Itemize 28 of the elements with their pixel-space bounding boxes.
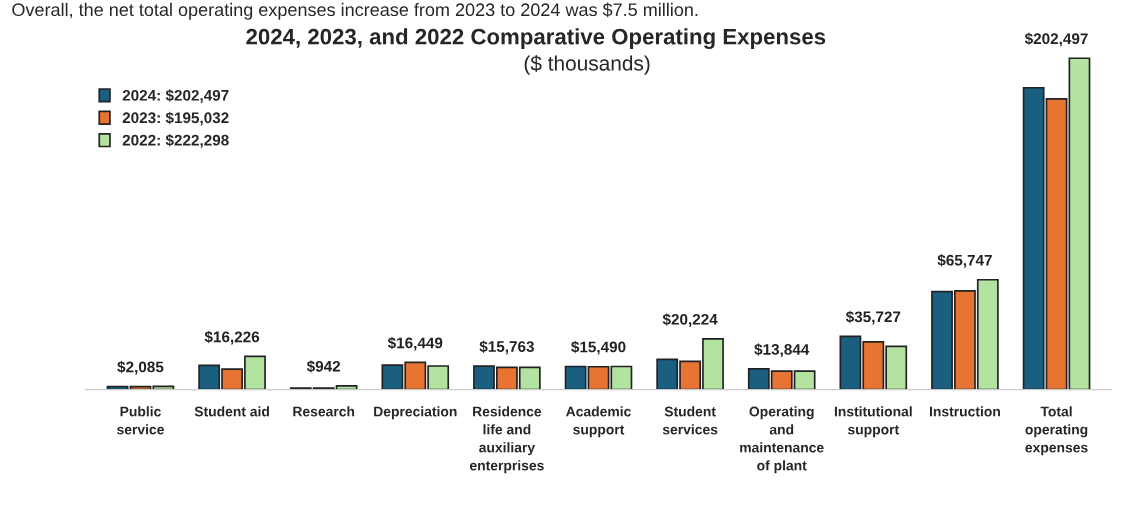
data-label: $16,449	[387, 336, 443, 351]
data-label: $15,490	[571, 340, 626, 355]
legend-label: 2024: $202,497	[122, 89, 229, 103]
data-label: $35,727	[845, 310, 901, 325]
text: Overall, the net total operating expenses increase from 2023 to 2024 was $7.5 million.	[12, 2, 698, 20]
data-label: $942	[306, 360, 341, 373]
x-tick-label: Student aid	[194, 406, 269, 417]
x-tick-label: Depreciation	[374, 406, 457, 420]
x-tick-label: Student services	[662, 406, 718, 435]
x-tick-label: Instruction	[929, 406, 1000, 417]
chart-title: 2024, 2023, and 2022 Comparative Operating Expenses	[246, 28, 826, 50]
x-tick-label: Operating and maintenance of plant	[740, 406, 824, 474]
data-label: $65,747	[937, 254, 992, 268]
x-tick-label: Research	[293, 406, 355, 417]
data-label: $13,844	[754, 343, 810, 358]
x-tick-label: Total operating expenses	[1025, 406, 1088, 456]
legend-label: 2022: $222,298	[122, 134, 229, 148]
x-tick-label: Institutional support	[834, 406, 912, 438]
data-label: $2,085	[117, 360, 164, 375]
chart-subtitle: ($ thousands)	[524, 55, 650, 75]
x-tick-label: Academic support	[566, 406, 631, 438]
data-label: $202,497	[1024, 32, 1088, 47]
x-tick-label: Residence life and auxiliary enterprises	[470, 406, 544, 474]
data-label: $16,226	[204, 330, 260, 345]
data-label: $15,763	[479, 340, 534, 355]
data-label: $20,224	[662, 313, 718, 327]
legend-label: 2023: $195,032	[122, 111, 229, 126]
x-tick-label: Public service	[117, 406, 164, 435]
